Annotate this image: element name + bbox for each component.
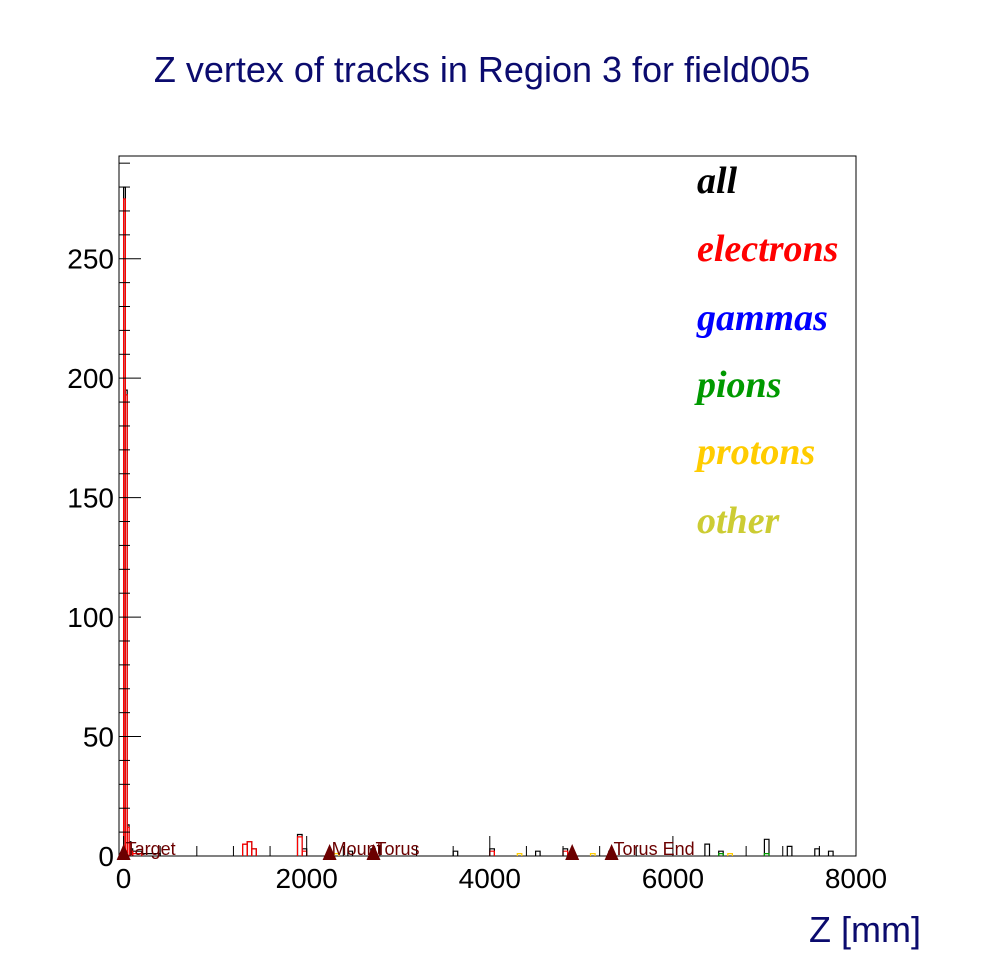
legend-entry-other: other [697,500,781,542]
hist-bin-electrons-9 [296,836,303,856]
legend: all electrons gammas pions protons other [694,160,838,542]
hist-bin-electrons-3 [128,843,132,856]
hist-bin-protons-5 [727,853,733,856]
hist-bin-all-24 [814,848,820,856]
marker-triangle [322,844,337,860]
y-tick-label: 0 [98,841,114,872]
hist-bin-all-18 [562,848,569,856]
hist-bin-electrons-7 [246,841,253,856]
x-tick-label: 2000 [276,863,338,894]
y-tick-label: 50 [83,722,114,753]
marker-label: Mount [332,839,382,859]
hist-bin-all-12 [301,848,308,856]
legend-entry-pions: pions [694,364,781,406]
hist-bin-electrons-1 [124,394,128,856]
hist-bin-all-17 [535,850,541,856]
marker-triangle [604,844,619,860]
hist-bin-electrons-5 [132,853,143,856]
hist-bin-all-23 [786,845,793,856]
chart-title: Z vertex of tracks in Region 3 for field… [154,49,810,90]
y-tick-label: 250 [67,244,114,275]
hist-bin-pions-1 [718,853,724,856]
x-axis-label: Z [mm] [809,909,921,950]
x-tick-label: 8000 [825,863,887,894]
hist-bin-electrons-8 [251,848,257,856]
hist-bin-all-10 [251,848,257,856]
y-tick-label: 100 [67,602,114,633]
x-tick-label: 4000 [459,863,521,894]
y-tick-label: 150 [67,483,114,514]
x-tick-label: 0 [116,863,132,894]
legend-entry-protons: protons [694,431,815,473]
legend-entry-electrons: electrons [697,228,838,270]
legend-entry-gammas: gammas [696,297,828,339]
marker-triangle [366,844,381,860]
axes: 0 2000 4000 6000 8000 0 50 100 150 200 250 [67,162,887,894]
legend-entry-all: all [697,160,738,202]
series-electrons [123,198,569,856]
hist-bin-electrons-6 [242,843,248,856]
y-tick-label: 200 [67,363,114,394]
hist-bin-electrons-2 [126,826,130,856]
hist-bin-protons-3 [516,853,523,856]
hist-bin-all-9 [246,841,253,856]
hist-bin-all-20 [704,843,711,856]
plot-frame [118,155,857,857]
marker-label: Torus [376,839,420,859]
hist-bin-electrons-10 [301,850,308,856]
hist-bin-all-16 [489,848,495,856]
marker-label: Target [126,839,176,859]
hist-bin-all-13 [347,850,354,856]
hist-bin-electrons-13 [562,850,569,856]
hist-bin-protons-4 [589,853,596,856]
hist-bin-electrons-12 [489,850,495,856]
hist-bin-all-22 [763,838,770,856]
hist-bin-all-11 [296,833,303,856]
hist-bin-all-8 [242,843,248,856]
marker-label: Torus End [614,839,695,859]
hist-bin-all-15 [452,850,459,856]
marker-triangle [565,844,580,860]
hist-bin-pions-2 [763,853,770,856]
hist-bin-all-25 [827,850,834,856]
x-tick-label: 6000 [642,863,704,894]
marker-triangle [116,844,131,860]
